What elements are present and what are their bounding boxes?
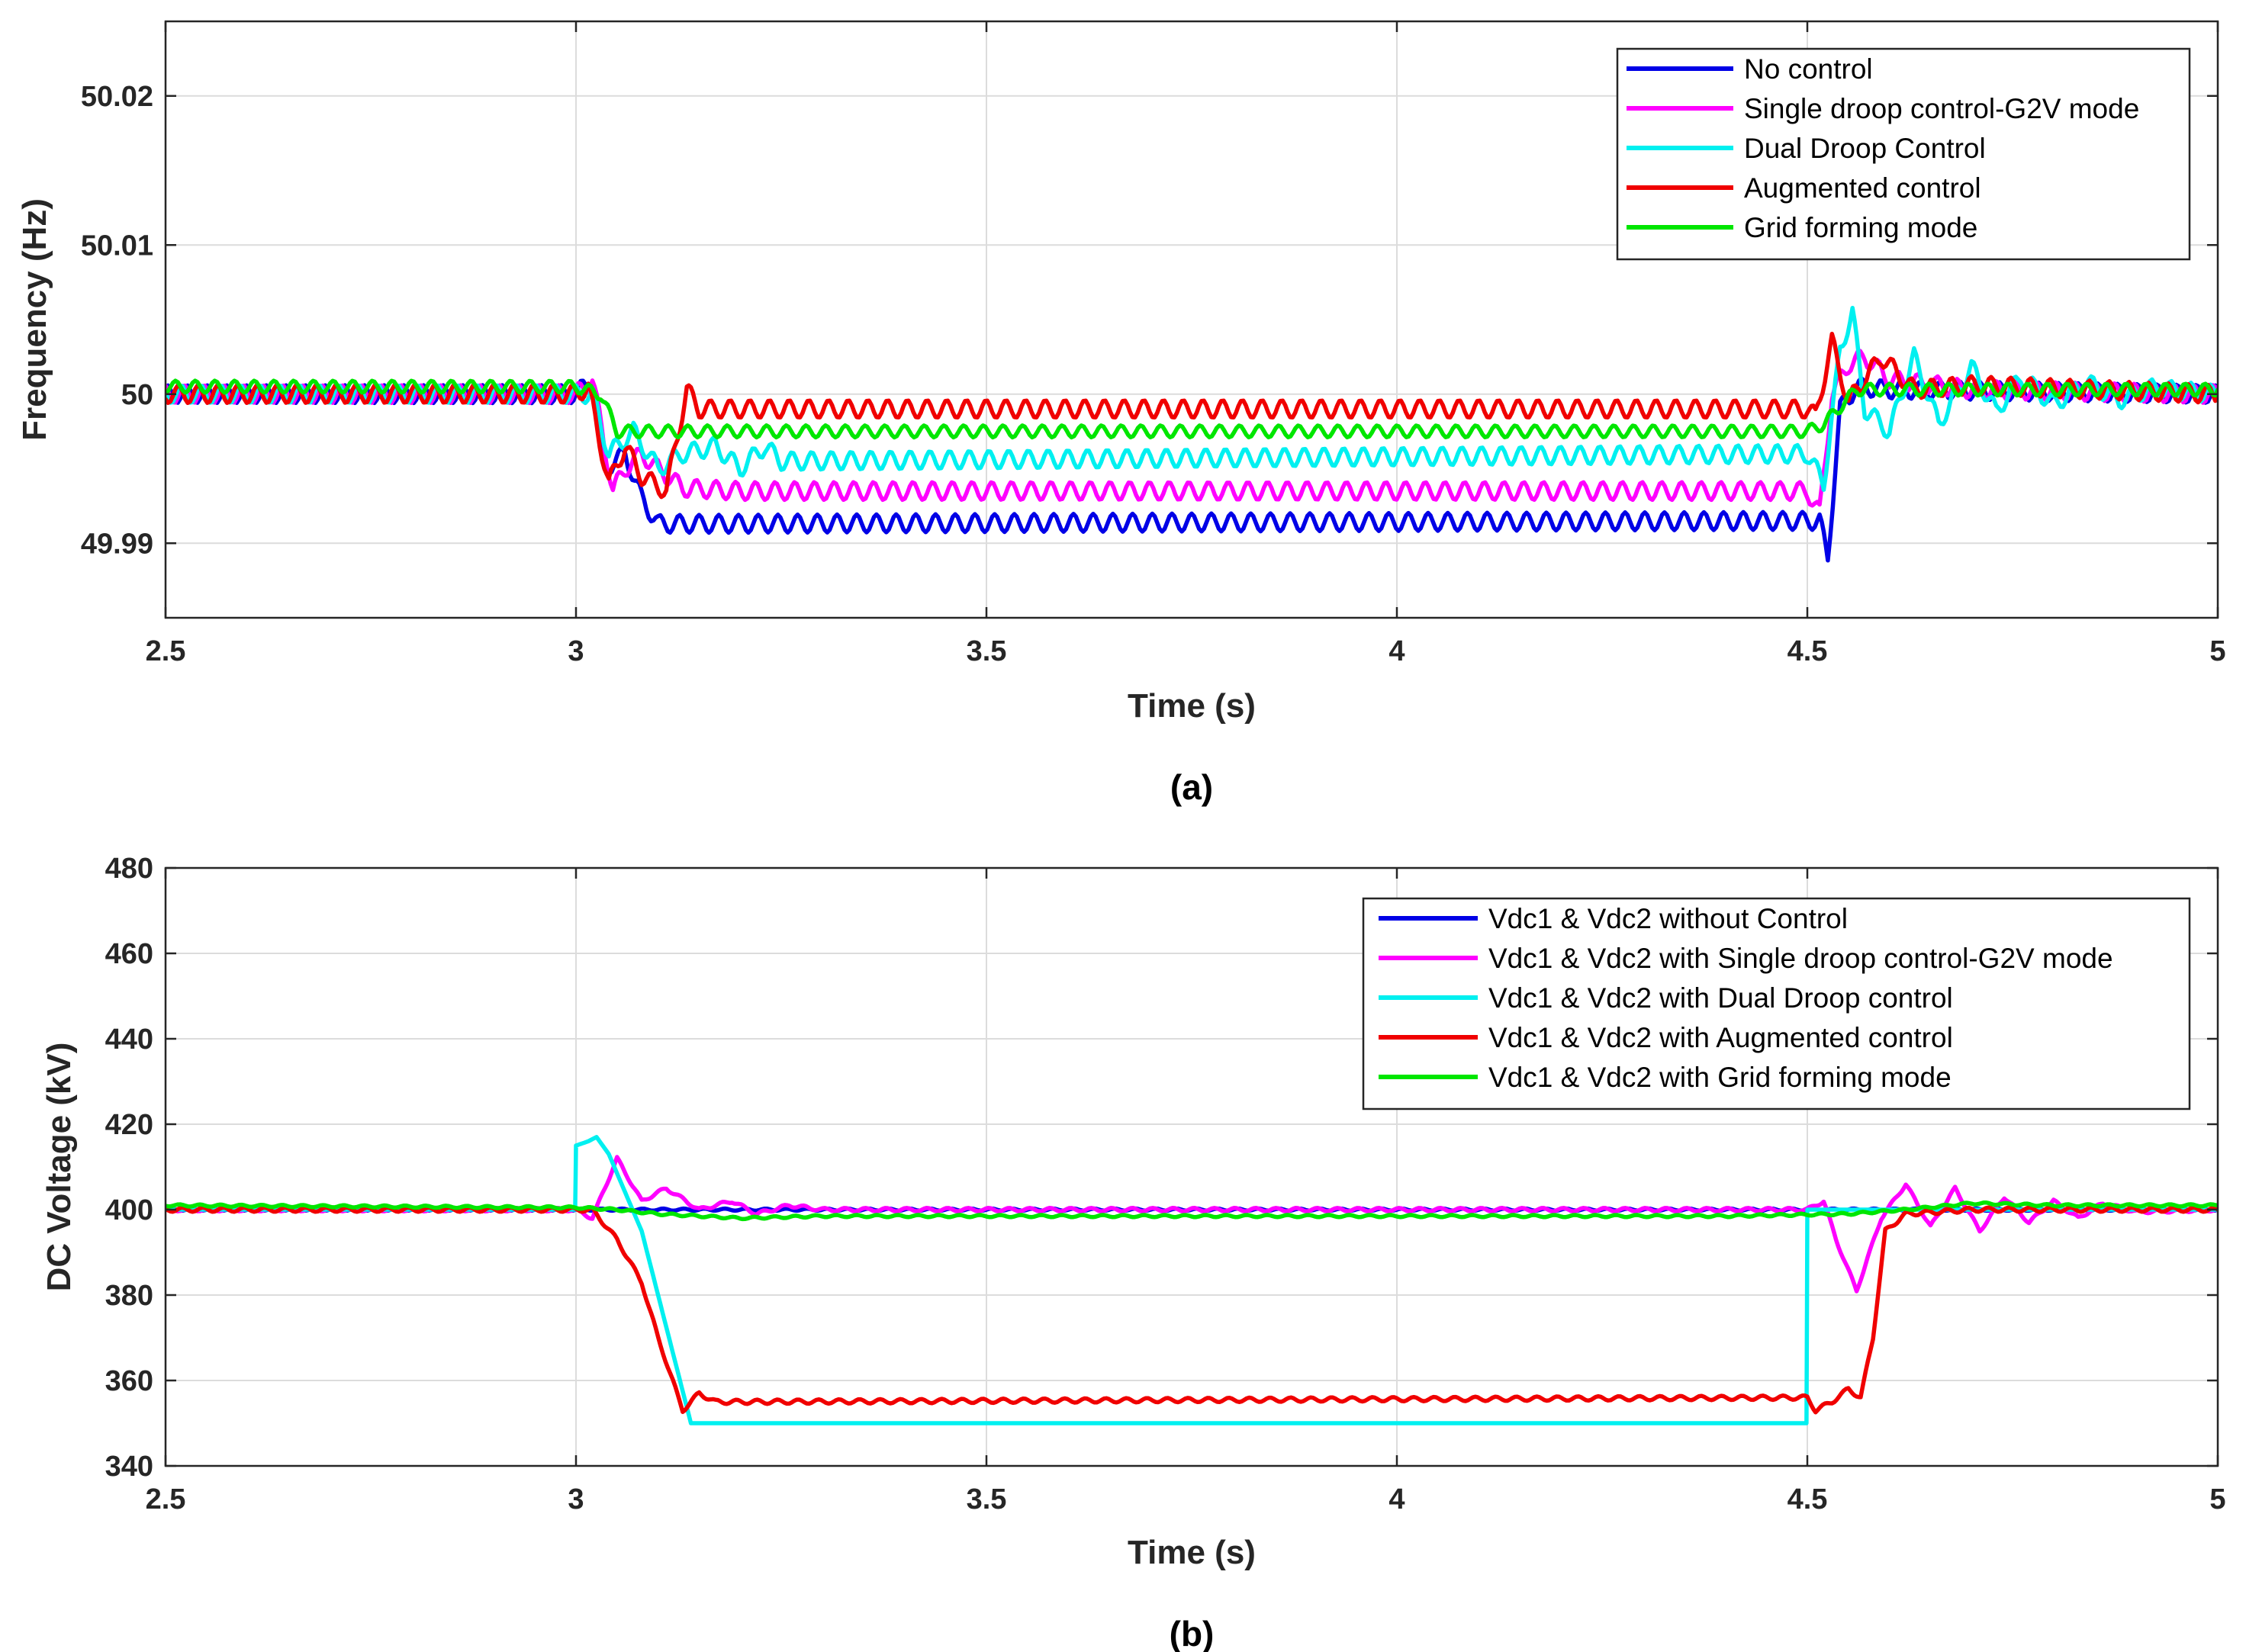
axes-frame	[164, 20, 2219, 619]
series-line-2	[166, 349, 2218, 508]
legend-entry-1: Vdc1 & Vdc2 without Control	[1488, 903, 1848, 934]
legend-entry-4: Vdc1 & Vdc2 with Augmented control	[1488, 1022, 1953, 1053]
dc-voltage-chart: 2.5 3 3.5 4 4.5 5 340 360 380 400 420 440 460 480 Time…	[40, 853, 2226, 1652]
y-tick-label: 50.01	[81, 230, 153, 262]
x-tick-label: 2.5	[146, 1483, 186, 1515]
y-tick-label: 460	[105, 938, 153, 970]
legend: No control Single droop control-G2V mode D…	[1616, 47, 2191, 261]
x-axis-label: Time (s)	[1128, 1534, 1256, 1571]
y-tick-label: 380	[105, 1280, 153, 1312]
y-tick-label: 360	[105, 1365, 153, 1397]
y-tick-label: 400	[105, 1194, 153, 1226]
frequency-chart: 2.5 3 3.5 4 4.5 5 49.99 50 50.01 50.02 Time (s) Fre…	[16, 20, 2226, 807]
x-tick-label: 2.5	[146, 635, 186, 667]
y-tick-label: 50.02	[81, 81, 153, 113]
y-axis-label: Frequency (Hz)	[16, 198, 53, 441]
legend-entry-3: Dual Droop Control	[1744, 133, 1986, 164]
x-tick-label: 4.5	[1787, 1483, 1828, 1515]
legend-entry-2: Vdc1 & Vdc2 with Single droop control-G2…	[1488, 943, 2113, 974]
panel-caption: (b)	[1170, 1614, 1215, 1652]
legend-entry-5: Grid forming mode	[1744, 212, 1977, 243]
x-axis-label: Time (s)	[1128, 687, 1256, 725]
legend-entry-5: Vdc1 & Vdc2 with Grid forming mode	[1488, 1062, 1952, 1093]
legend-entry-1: No control	[1744, 53, 1873, 85]
legend-box	[1362, 897, 2191, 1110]
y-tick-label: 340	[105, 1451, 153, 1483]
x-tick-label: 4.5	[1787, 635, 1828, 667]
y-tick-label: 420	[105, 1109, 153, 1141]
series-line-5	[166, 378, 2218, 440]
series-line-3	[166, 305, 2218, 492]
legend-entry-4: Augmented control	[1744, 172, 1981, 204]
y-tick-label: 49.99	[81, 528, 153, 560]
legend-box	[1616, 47, 2191, 261]
y-tick-label: 480	[105, 853, 153, 885]
x-tick-label: 4	[1388, 635, 1405, 667]
x-tick-label: 3.5	[967, 635, 1007, 667]
axes-frame	[164, 866, 2219, 1467]
legend-entry-3: Vdc1 & Vdc2 with Dual Droop control	[1488, 982, 1953, 1014]
x-tick-label: 5	[2209, 635, 2225, 667]
x-tick-label: 5	[2209, 1483, 2225, 1515]
series-line-5	[166, 1200, 2218, 1222]
x-tick-label: 3	[568, 1483, 584, 1515]
x-tick-label: 4	[1388, 1483, 1405, 1515]
y-axis-label: DC Voltage (kV)	[40, 1043, 78, 1292]
panel-caption: (a)	[1170, 767, 1213, 807]
series-line-4	[166, 331, 2218, 500]
y-tick-label: 50	[121, 379, 153, 411]
x-tick-label: 3	[568, 635, 584, 667]
y-tick-label: 440	[105, 1024, 153, 1056]
x-tick-label: 3.5	[967, 1483, 1007, 1515]
legend: Vdc1 & Vdc2 without Control Vdc1 & Vdc2 w…	[1362, 897, 2191, 1110]
legend-entry-2: Single droop control-G2V mode	[1744, 93, 2139, 124]
